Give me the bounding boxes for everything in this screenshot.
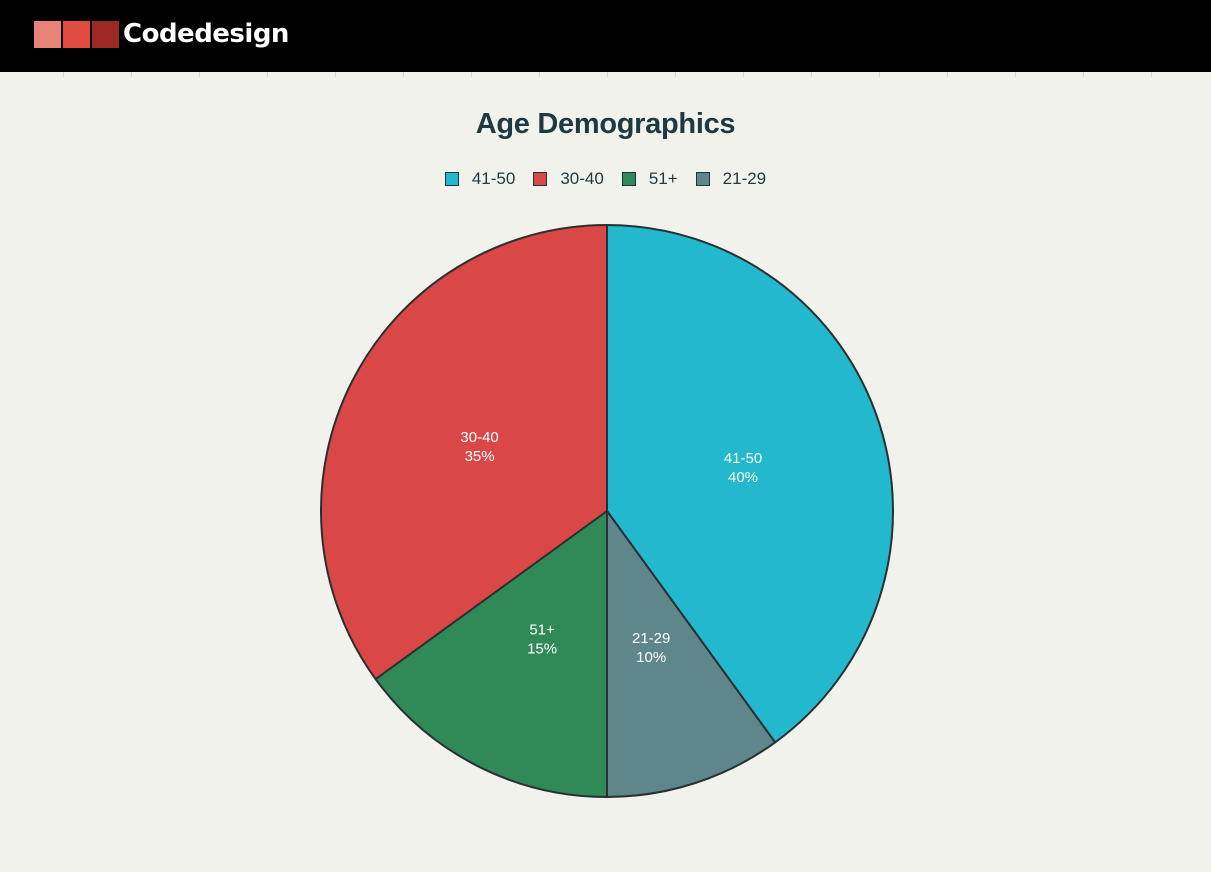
pie-slice-41-50[interactable]: [606, 224, 894, 744]
legend-item[interactable]: 21-29: [695, 169, 767, 189]
header-tick: [1151, 72, 1152, 77]
header-tick: [811, 72, 812, 77]
brand-name: Codedesign: [123, 19, 289, 49]
chart-legend: 41-50 30-40 51+ 21-29: [0, 169, 1211, 189]
brand-logo[interactable]: Codedesign: [34, 21, 289, 48]
legend-label: 41-50: [471, 169, 516, 188]
header-tick: [1015, 72, 1016, 77]
header-tick: [879, 72, 880, 77]
chart-title: Age Demographics: [475, 108, 736, 140]
header-tick: [1083, 72, 1084, 77]
logo-square-3: [92, 21, 119, 48]
legend-item[interactable]: 51+: [621, 169, 678, 189]
pie-slice-51+[interactable]: [374, 510, 608, 798]
slice-label-percent: 35%: [465, 448, 495, 465]
legend-swatch: [444, 172, 459, 186]
header-divider-ticks: [0, 72, 1211, 78]
header-tick: [743, 72, 744, 77]
header-tick: [335, 72, 336, 77]
header-tick: [199, 72, 200, 77]
legend-swatch: [533, 172, 548, 186]
legend-swatch: [695, 172, 710, 186]
header-bar: Codedesign: [0, 0, 1211, 72]
slice-label-percent: 40%: [728, 469, 758, 486]
legend-label: 30-40: [560, 169, 604, 188]
slice-label-category: 41-50: [724, 450, 762, 467]
header-tick: [471, 72, 472, 77]
legend-swatch: [621, 172, 636, 186]
slice-label-category: 21-29: [632, 630, 670, 647]
legend-label: 21-29: [722, 169, 767, 188]
header-tick: [267, 72, 268, 77]
slice-label-category: 51+: [529, 621, 555, 638]
logo-square-1: [34, 21, 61, 48]
slice-label-percent: 15%: [527, 640, 557, 657]
header-tick: [403, 72, 404, 77]
slice-label-percent: 10%: [636, 649, 666, 666]
legend-item[interactable]: 30-40: [533, 169, 604, 189]
header-tick: [63, 72, 64, 77]
header-tick: [947, 72, 948, 77]
header-tick: [131, 72, 132, 77]
logo-square-2: [63, 21, 90, 48]
header-tick: [675, 72, 676, 77]
pie-slice-21-29[interactable]: [606, 510, 777, 798]
pie-slice-30-40[interactable]: [320, 224, 608, 681]
slice-label-category: 30-40: [460, 429, 498, 446]
legend-label: 51+: [648, 169, 678, 188]
header-tick: [607, 72, 608, 77]
header-tick: [539, 72, 540, 77]
legend-item[interactable]: 41-50: [444, 169, 516, 189]
